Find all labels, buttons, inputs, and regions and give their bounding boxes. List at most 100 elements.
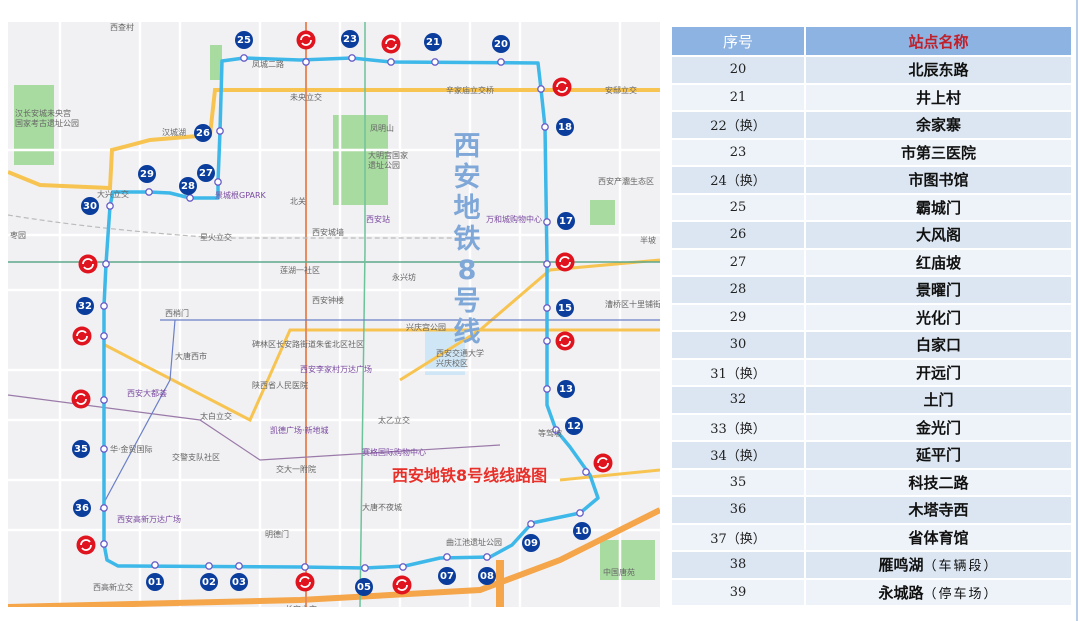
- station-number: 18: [558, 122, 572, 133]
- station-index: 26: [672, 222, 806, 248]
- station-stop: [543, 385, 551, 393]
- station-number: 07: [440, 571, 454, 582]
- station-number: 21: [426, 37, 440, 48]
- station-name-cell: 井上村: [806, 84, 1071, 110]
- station-badge-17[interactable]: 17: [557, 212, 575, 230]
- station-table: 序号 站点名称 20 北辰东路 21 井上村 22（换） 余家寨 23 市第三医院 24（换） 市…: [672, 25, 1071, 607]
- station-stop: [301, 563, 309, 571]
- transfer-icon[interactable]: [381, 34, 401, 54]
- station-badge-23[interactable]: 23: [341, 30, 359, 48]
- station-badge-25[interactable]: 25: [235, 31, 253, 49]
- map-label: 景城根GPARK: [215, 190, 267, 200]
- station-index: 35: [672, 469, 806, 495]
- station-index: 28: [672, 277, 806, 303]
- station-number: 08: [480, 571, 494, 582]
- transfer-icon[interactable]: [392, 575, 412, 595]
- station-name-cell: 白家口: [806, 332, 1071, 358]
- map-label: 凤城二路: [252, 59, 284, 69]
- map-label: 汉城湖: [162, 128, 186, 137]
- transfer-icon[interactable]: [76, 535, 96, 555]
- station-name: 光化门: [915, 308, 961, 327]
- station-badge-28[interactable]: 28: [179, 177, 197, 195]
- station-stop: [537, 85, 545, 93]
- station-name: 木塔寺西: [908, 501, 969, 520]
- station-number: 27: [199, 168, 213, 179]
- station-number: 20: [494, 39, 508, 50]
- station-badge-26[interactable]: 26: [194, 124, 212, 142]
- transfer-icon[interactable]: [555, 252, 575, 272]
- station-stop: [100, 504, 108, 512]
- transfer-icon[interactable]: [296, 30, 316, 50]
- station-note: （车辆段）: [923, 559, 999, 575]
- transfer-icon[interactable]: [555, 331, 575, 351]
- station-name: 市第三医院: [900, 143, 976, 162]
- vertical-title-char: 铁: [454, 224, 481, 255]
- transfer-icon[interactable]: [593, 453, 613, 473]
- map-label: 凯德广场·新地城: [270, 425, 329, 435]
- station-badge-18[interactable]: 18: [556, 118, 574, 136]
- station-badge-21[interactable]: 21: [424, 33, 442, 51]
- transfer-icon[interactable]: [552, 77, 572, 97]
- station-badge-29[interactable]: 29: [138, 165, 156, 183]
- station-stop: [145, 188, 153, 196]
- station-badge-08[interactable]: 08: [478, 567, 496, 585]
- station-badge-35[interactable]: 35: [72, 440, 90, 458]
- station-stop: [100, 332, 108, 340]
- map-label: 北关: [290, 196, 306, 206]
- station-name: 井上村: [915, 88, 961, 107]
- station-badge-03[interactable]: 03: [230, 573, 248, 591]
- station-name-cell: 金光门: [806, 414, 1071, 440]
- station-stop: [543, 304, 551, 312]
- station-badge-20[interactable]: 20: [492, 35, 510, 53]
- station-name-cell: 土门: [806, 387, 1071, 413]
- station-badge-02[interactable]: 02: [200, 573, 218, 591]
- vertical-title-char: 线: [454, 317, 481, 348]
- station-number: 32: [78, 301, 92, 312]
- station-stop: [497, 58, 505, 66]
- map-label: 交大一附院: [276, 464, 316, 474]
- station-badge-15[interactable]: 15: [556, 299, 574, 317]
- station-number: 13: [559, 384, 573, 395]
- transfer-icon[interactable]: [295, 572, 315, 592]
- station-name: 市图书馆: [908, 171, 969, 190]
- station-stop: [100, 540, 108, 548]
- station-name: 雁鸣湖: [878, 556, 924, 575]
- transfer-icon[interactable]: [72, 326, 92, 346]
- station-stop: [302, 58, 310, 66]
- metro-line-map[interactable]: 01 02 03 05 07 08 09 10 12 13 15 17 18 20 21 23 25 26 27 28…: [0, 0, 662, 621]
- station-number: 25: [237, 35, 251, 46]
- table-row: 32 土门: [672, 387, 1071, 413]
- station-badge-27[interactable]: 27: [197, 164, 215, 182]
- map-label: 西安李家村万达广场: [300, 364, 372, 374]
- station-badge-05[interactable]: 05: [355, 578, 373, 596]
- map-label: 西查村: [110, 22, 134, 32]
- station-number: 05: [357, 582, 371, 593]
- station-badge-32[interactable]: 32: [76, 297, 94, 315]
- station-badge-09[interactable]: 09: [522, 534, 540, 552]
- station-name-cell: 余家寨: [806, 112, 1071, 138]
- transfer-icon[interactable]: [71, 389, 91, 409]
- station-index: 22（换）: [672, 112, 806, 138]
- map-label: 汉长安城未央宫: [15, 108, 71, 118]
- station-stops: [100, 54, 590, 572]
- station-name: 余家寨: [915, 116, 961, 135]
- station-badge-36[interactable]: 36: [73, 499, 91, 517]
- map-label: 辛家庙立交桥: [446, 85, 494, 95]
- table-row: 39 永城路（停车场）: [672, 579, 1071, 605]
- station-stop: [214, 178, 222, 186]
- station-stop: [543, 218, 551, 226]
- station-index: 34（换）: [672, 442, 806, 468]
- station-badge-30[interactable]: 30: [81, 197, 99, 215]
- station-badge-13[interactable]: 13: [557, 380, 575, 398]
- station-name: 白家口: [915, 336, 961, 355]
- map-label: 赛格国际购物中心: [362, 447, 426, 457]
- station-badge-07[interactable]: 07: [438, 567, 456, 585]
- station-badge-01[interactable]: 01: [146, 573, 164, 591]
- station-name: 土门: [923, 391, 954, 410]
- station-badge-12[interactable]: 12: [565, 417, 583, 435]
- station-stop: [443, 553, 451, 561]
- station-badge-10[interactable]: 10: [573, 522, 591, 540]
- transfer-icon[interactable]: [78, 254, 98, 274]
- table-row: 23 市第三医院: [672, 139, 1071, 165]
